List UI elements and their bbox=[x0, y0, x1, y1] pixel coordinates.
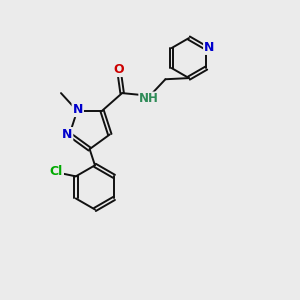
Text: N: N bbox=[62, 128, 72, 141]
Text: NH: NH bbox=[139, 92, 159, 106]
Text: N: N bbox=[204, 41, 214, 54]
Text: N: N bbox=[73, 103, 83, 116]
Text: O: O bbox=[114, 63, 124, 76]
Text: Cl: Cl bbox=[50, 165, 63, 178]
